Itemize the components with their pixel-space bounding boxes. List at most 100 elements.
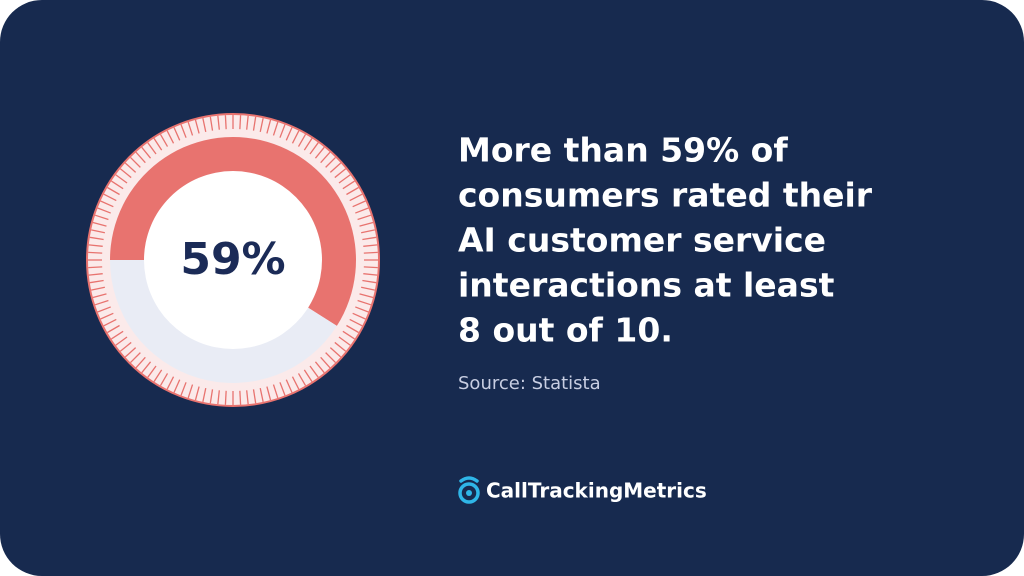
ring-tick xyxy=(159,134,169,147)
ring-tick xyxy=(361,229,375,234)
ring-tick xyxy=(246,115,249,130)
ring-tick xyxy=(94,299,109,306)
brand-logo xyxy=(458,476,480,504)
ring-tick xyxy=(309,365,319,378)
ring-tick xyxy=(180,124,187,138)
ring-tick xyxy=(88,244,103,247)
ring-tick xyxy=(173,379,181,393)
ring-tick xyxy=(91,286,105,291)
ring-tick xyxy=(94,214,109,221)
ring-tick xyxy=(187,384,194,399)
ring-tick xyxy=(97,207,111,214)
ring-tick xyxy=(272,384,279,399)
ring-tick xyxy=(217,115,220,130)
ring-tick xyxy=(88,266,103,269)
ring-tick xyxy=(166,376,175,390)
ring-tick xyxy=(329,162,342,173)
headline-line: interactions at least xyxy=(458,266,835,305)
ring-tick xyxy=(239,390,242,405)
ring-tick xyxy=(115,174,128,184)
donut-hole xyxy=(144,171,322,349)
ring-tick xyxy=(239,115,242,130)
ring-tick xyxy=(325,352,336,363)
ring-tick xyxy=(355,306,369,313)
ring-tick xyxy=(88,273,103,276)
ring-tick xyxy=(325,157,336,168)
ring-tick xyxy=(285,379,293,393)
ring-tick xyxy=(363,273,378,276)
ring-tick xyxy=(259,118,264,132)
ring-tick xyxy=(217,390,220,405)
ring-tick xyxy=(285,127,293,141)
headline-line: More than 59% of xyxy=(458,131,788,170)
ring-tick xyxy=(187,121,194,136)
ring-tick xyxy=(100,312,114,320)
source: Source: Statista xyxy=(458,373,601,394)
ring-tick xyxy=(303,138,313,151)
ring-tick xyxy=(291,130,300,144)
ring-tick xyxy=(209,116,214,131)
ring-tick xyxy=(342,330,355,340)
ring-tick xyxy=(92,293,107,299)
ring-tick xyxy=(297,134,307,147)
ring-tick xyxy=(135,151,146,164)
ring-tick xyxy=(135,356,146,369)
ring-tick xyxy=(259,388,264,402)
ring-tick xyxy=(141,361,152,374)
ring-tick xyxy=(338,174,351,184)
ring-tick xyxy=(130,157,141,168)
ring-tick xyxy=(202,118,207,132)
ring-tick xyxy=(89,279,104,284)
ring-tick xyxy=(97,306,111,313)
ring-tick xyxy=(334,168,347,179)
ring-tick xyxy=(361,286,375,291)
ring-tick xyxy=(363,251,378,254)
ring-tick xyxy=(338,336,351,346)
ring-tick xyxy=(359,293,374,299)
ring-tick xyxy=(115,336,128,346)
ring-tick xyxy=(252,389,257,404)
ring-tick xyxy=(107,186,120,196)
ring-tick xyxy=(103,193,117,202)
ring-tick xyxy=(303,369,313,382)
ring-tick xyxy=(363,266,378,269)
ring-tick xyxy=(209,389,214,404)
ring-tick xyxy=(107,324,120,334)
ring-tick xyxy=(272,121,279,136)
ring-tick xyxy=(111,180,124,190)
ring-tick xyxy=(362,279,377,284)
ring-tick xyxy=(88,251,103,254)
ring-tick xyxy=(130,352,141,363)
ring-tick xyxy=(153,369,163,382)
ring-tick xyxy=(119,341,132,352)
ring-tick xyxy=(224,115,227,130)
ring-tick xyxy=(291,376,300,390)
ring-tick xyxy=(279,124,286,138)
ring-tick xyxy=(346,324,359,334)
ring-tick xyxy=(202,388,207,402)
ring-tick xyxy=(194,386,200,401)
ring-tick xyxy=(349,193,363,202)
ring-tick xyxy=(329,347,342,358)
ring-tick xyxy=(103,318,117,327)
ring-tick xyxy=(320,151,331,164)
ring-tick xyxy=(314,146,325,159)
ring-tick xyxy=(334,341,347,352)
ring-tick xyxy=(252,116,257,131)
headline-line: consumers rated their xyxy=(458,176,873,215)
ring-tick xyxy=(346,186,359,196)
ring-tick xyxy=(124,162,137,173)
ring-tick xyxy=(173,127,181,141)
ring-tick xyxy=(266,386,272,401)
ring-tick xyxy=(89,236,104,241)
ring-tick xyxy=(279,382,286,396)
ring-tick xyxy=(352,312,366,320)
headline-line: AI customer service xyxy=(458,221,826,260)
ring-tick xyxy=(355,207,369,214)
ring-tick xyxy=(100,200,114,208)
ring-tick xyxy=(297,373,307,386)
ring-tick xyxy=(224,390,227,405)
ring-tick xyxy=(342,180,355,190)
ring-tick xyxy=(91,229,105,234)
